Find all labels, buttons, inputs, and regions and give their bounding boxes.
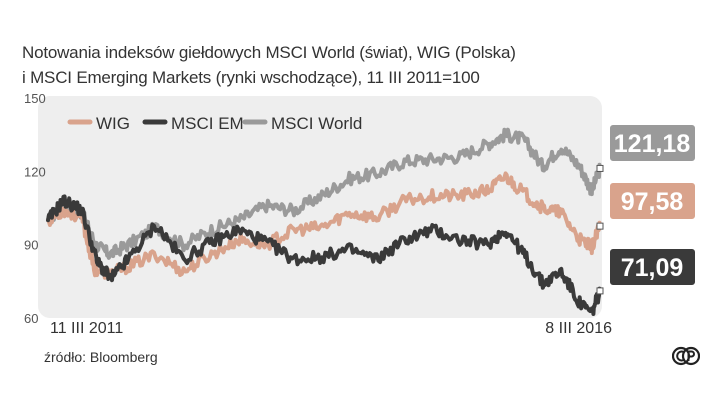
series-end-marker — [596, 287, 604, 295]
y-tick-label: 90 — [24, 238, 38, 253]
value-badge-label: 97,58 — [621, 188, 684, 216]
legend-label: MSCI World — [271, 114, 362, 133]
series-line — [46, 194, 602, 316]
value-badge — [608, 181, 697, 221]
series-end-marker — [596, 222, 604, 230]
value-badge — [608, 123, 697, 163]
chart-title: Notowania indeksów giełdowych MSCI World… — [22, 40, 516, 90]
legend-label: WIG — [96, 114, 130, 133]
y-tick-label: 120 — [24, 164, 46, 179]
cp-logo-icon — [672, 346, 700, 366]
x-tick-label: 8 III 2016 — [545, 320, 612, 337]
series-end-marker — [596, 164, 604, 172]
value-badge-label: 121,18 — [614, 130, 691, 158]
chart-title-line-2: i MSCI Emerging Markets (rynki wschodząc… — [22, 68, 480, 87]
value-badge-label: 71,09 — [621, 254, 684, 282]
source-note: źródło: Bloomberg — [44, 349, 158, 365]
chart-title-line-1: Notowania indeksów giełdowych MSCI World… — [22, 43, 516, 62]
legend-label: MSCI EM — [171, 114, 244, 133]
series-line — [46, 127, 602, 260]
value-badge — [608, 247, 697, 287]
y-tick-label: 60 — [24, 311, 38, 326]
y-tick-label: 150 — [24, 91, 46, 106]
x-tick-label: 11 III 2011 — [50, 320, 123, 337]
